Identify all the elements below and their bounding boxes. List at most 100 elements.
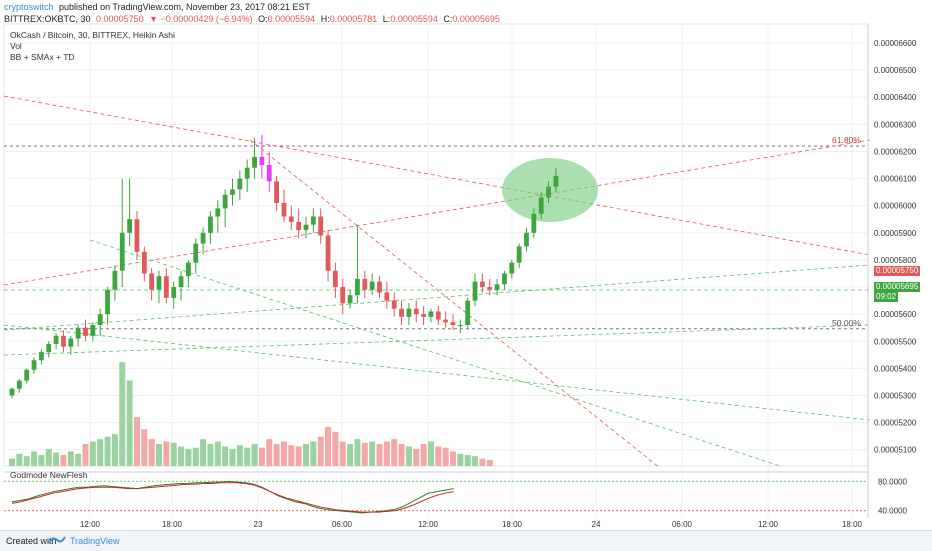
candle-body xyxy=(369,281,375,290)
volume-bar xyxy=(16,453,23,466)
x-tick-label: 18:00 xyxy=(502,520,523,529)
candle-body xyxy=(553,175,559,187)
y-tick-label: 0.00005500 xyxy=(874,337,917,346)
tradingview-brand[interactable]: TradingView xyxy=(70,536,120,546)
candle-body xyxy=(134,219,140,252)
fib-618-label: 61.80% xyxy=(832,135,861,145)
candle-body xyxy=(494,284,500,290)
candle-body xyxy=(296,221,302,231)
volume-bar xyxy=(214,441,221,466)
candle-body xyxy=(127,219,132,233)
oscillator-layer xyxy=(4,471,868,514)
volume-bar xyxy=(104,436,111,466)
candle-body xyxy=(435,311,441,320)
candle-body xyxy=(222,194,228,209)
candle-body xyxy=(163,276,169,298)
volume-bar xyxy=(332,431,339,466)
volume-bar xyxy=(280,441,287,466)
volume-bar xyxy=(450,451,456,466)
volume-bar xyxy=(369,441,376,466)
trend-line xyxy=(3,324,871,356)
candle-body xyxy=(119,232,125,271)
candle-body xyxy=(274,181,279,203)
y-tick-label: 0.00005900 xyxy=(874,229,917,238)
candle-body xyxy=(333,270,338,288)
legend-main[interactable]: OkCash / Bitcoin, 30, BITTREX, Heikin As… xyxy=(10,30,175,40)
candle-body xyxy=(31,360,37,370)
last-price-tag: 0.00005750 xyxy=(874,266,921,276)
candle-body xyxy=(487,287,493,290)
candle-body xyxy=(546,186,551,198)
x-tick-label: 06:00 xyxy=(672,520,693,529)
candle-body xyxy=(399,308,404,317)
volume-bar xyxy=(53,452,60,466)
x-tick-label: 12:00 xyxy=(80,520,101,529)
candle-body xyxy=(318,216,324,236)
candle-body xyxy=(53,335,59,344)
published-text: published on TradingView.com, November 2… xyxy=(59,2,311,12)
high-label: H: xyxy=(320,14,330,24)
legend-vol[interactable]: Vol xyxy=(10,41,22,51)
legend-oscillator[interactable]: Godmode NewFlesh xyxy=(10,470,88,480)
volume-bar xyxy=(420,444,427,466)
candle-body xyxy=(355,278,360,296)
y-tick-label: 0.00006100 xyxy=(874,175,917,184)
volume-bar xyxy=(472,456,479,466)
candle-body xyxy=(266,165,272,182)
volume-bar xyxy=(45,448,52,466)
candle-body xyxy=(502,273,507,285)
close-label: C: xyxy=(443,14,453,24)
volume-bar xyxy=(266,439,273,466)
low-label: L: xyxy=(382,14,391,24)
volume-bar xyxy=(82,444,89,466)
candle-layer xyxy=(9,135,559,399)
volume-bar xyxy=(163,441,170,466)
trend-line xyxy=(3,324,871,421)
candle-body xyxy=(141,251,147,274)
last-price: 0.00005750 xyxy=(96,14,144,24)
footer: Created with TradingView xyxy=(0,530,932,551)
volume-bar xyxy=(141,429,148,466)
candle-body xyxy=(178,276,184,288)
volume-bar xyxy=(486,459,493,466)
volume-bar xyxy=(376,444,383,466)
y-tick-label: 0.00005800 xyxy=(874,256,917,265)
volume-bar xyxy=(75,453,82,466)
legend-indicator[interactable]: BB + SMAx + TD xyxy=(10,52,75,62)
change: ▼ −0.00000429 (−6.94%) xyxy=(149,14,253,24)
candle-body xyxy=(377,281,382,293)
candle-body xyxy=(83,327,88,336)
candle-body xyxy=(105,289,110,315)
candle-body xyxy=(9,388,15,396)
volume-bar xyxy=(178,446,185,466)
candle-body xyxy=(538,197,544,214)
volume-bar xyxy=(383,441,390,466)
volume-bar xyxy=(222,446,229,466)
candle-body xyxy=(391,300,397,309)
volume-bar xyxy=(435,446,442,466)
ticker: BITTREX:OKBTC, 30 xyxy=(4,14,91,24)
candle-body xyxy=(362,278,368,290)
candle-body xyxy=(215,208,221,217)
candle-body xyxy=(39,352,44,361)
volume-bar xyxy=(236,445,243,466)
candle-body xyxy=(193,243,199,263)
ticker-line: BITTREX:OKBTC, 30 0.00005750 ▼ −0.000004… xyxy=(4,14,503,24)
low-value: 0.00005594 xyxy=(390,14,438,24)
candle-body xyxy=(325,235,331,271)
candle-body xyxy=(465,300,471,325)
candle-body xyxy=(347,295,353,304)
volume-bar xyxy=(156,444,162,466)
x-tick-label: 24 xyxy=(592,520,601,529)
candle-body xyxy=(303,224,309,231)
volume-bar xyxy=(303,444,309,466)
author-link[interactable]: cryptoswitch xyxy=(4,2,54,12)
volume-bar xyxy=(427,441,434,466)
y-tick-label: 0.00005200 xyxy=(874,419,917,428)
volume-bar xyxy=(347,444,354,466)
volume-bar xyxy=(31,451,38,466)
candle-body xyxy=(472,281,478,301)
volume-bar xyxy=(9,458,15,466)
y-tick-label: 0.00006500 xyxy=(874,66,917,75)
oscillator-series-line xyxy=(11,482,454,513)
